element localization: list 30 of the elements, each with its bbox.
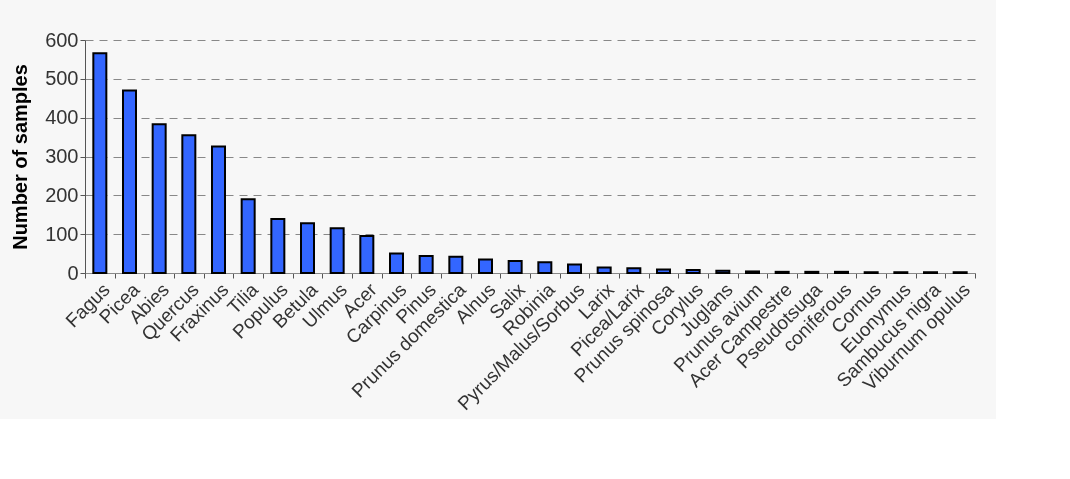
bar <box>626 267 642 274</box>
bar <box>507 259 523 274</box>
bar <box>656 268 671 274</box>
bar <box>240 198 256 274</box>
y-tick-label: 500 <box>45 67 79 90</box>
bar <box>418 254 434 274</box>
y-tick-label: 100 <box>45 222 79 245</box>
bar <box>567 263 582 274</box>
y-tick-label: 600 <box>45 28 79 51</box>
bar <box>359 235 375 274</box>
y-axis-title: Number of samples <box>9 64 32 250</box>
bar <box>478 258 493 274</box>
bar <box>92 52 108 274</box>
bar <box>596 266 612 274</box>
bar <box>685 268 701 274</box>
y-tick-label: 300 <box>45 145 79 167</box>
bar <box>715 269 731 274</box>
bar <box>181 134 197 274</box>
y-tick-label: 0 <box>67 261 79 284</box>
bar <box>329 227 345 274</box>
y-tick-label: 200 <box>45 183 79 206</box>
bar <box>270 218 286 274</box>
bar <box>448 255 464 274</box>
bar <box>300 222 315 274</box>
bar <box>537 261 553 274</box>
bar <box>122 89 137 274</box>
y-tick-label: 400 <box>45 106 79 129</box>
bar <box>211 145 226 274</box>
bar <box>389 252 404 274</box>
bar <box>151 123 167 274</box>
